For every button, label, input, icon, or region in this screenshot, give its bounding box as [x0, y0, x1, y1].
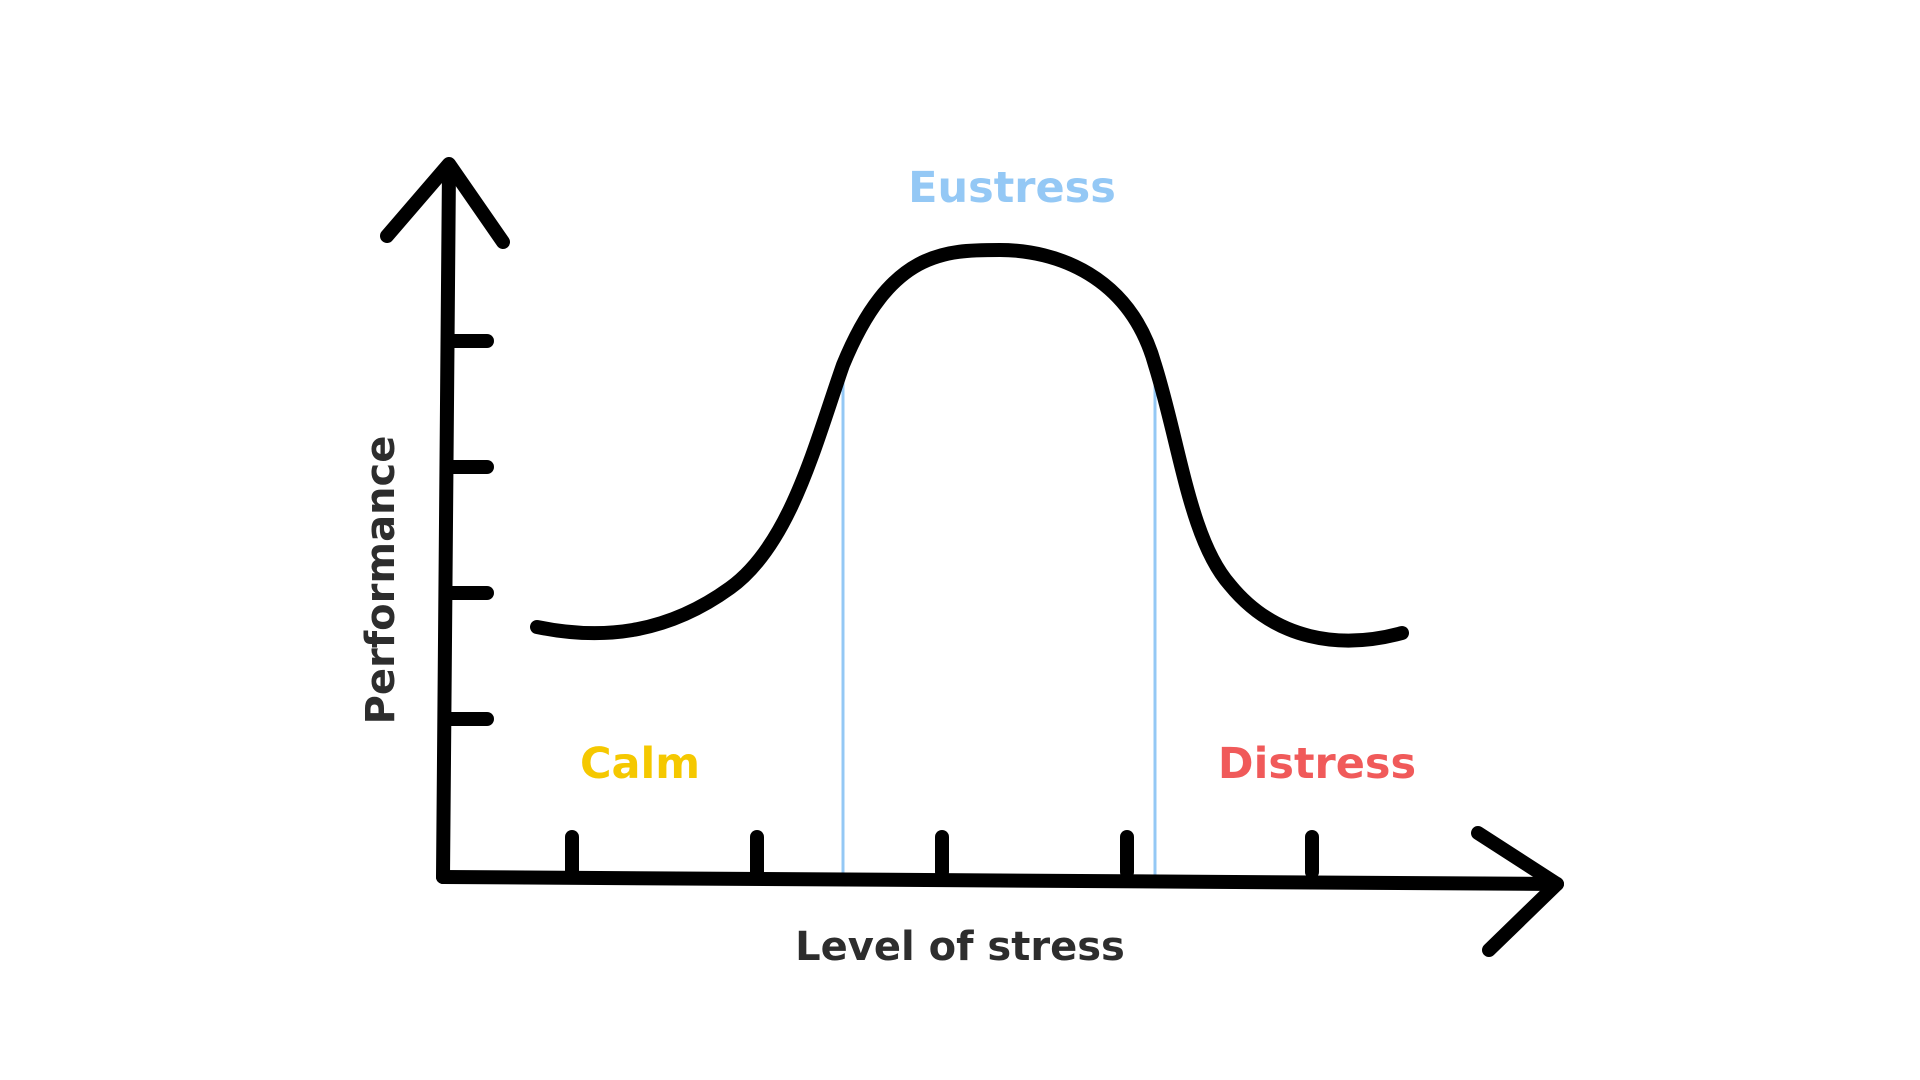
- y-axis: [436, 160, 456, 884]
- y-axis-arrowhead: [380, 157, 510, 249]
- performance-curve: [530, 243, 1409, 648]
- y-axis-title: Performance: [358, 436, 404, 725]
- zone-label-calm: Calm: [580, 739, 700, 789]
- zone-label-eustress: Eustress: [908, 163, 1116, 213]
- x-axis-title: Level of stress: [795, 924, 1125, 970]
- zone-label-distress: Distress: [1218, 739, 1416, 789]
- x-axis-arrowhead: [1471, 826, 1564, 957]
- x-axis: [436, 870, 1564, 891]
